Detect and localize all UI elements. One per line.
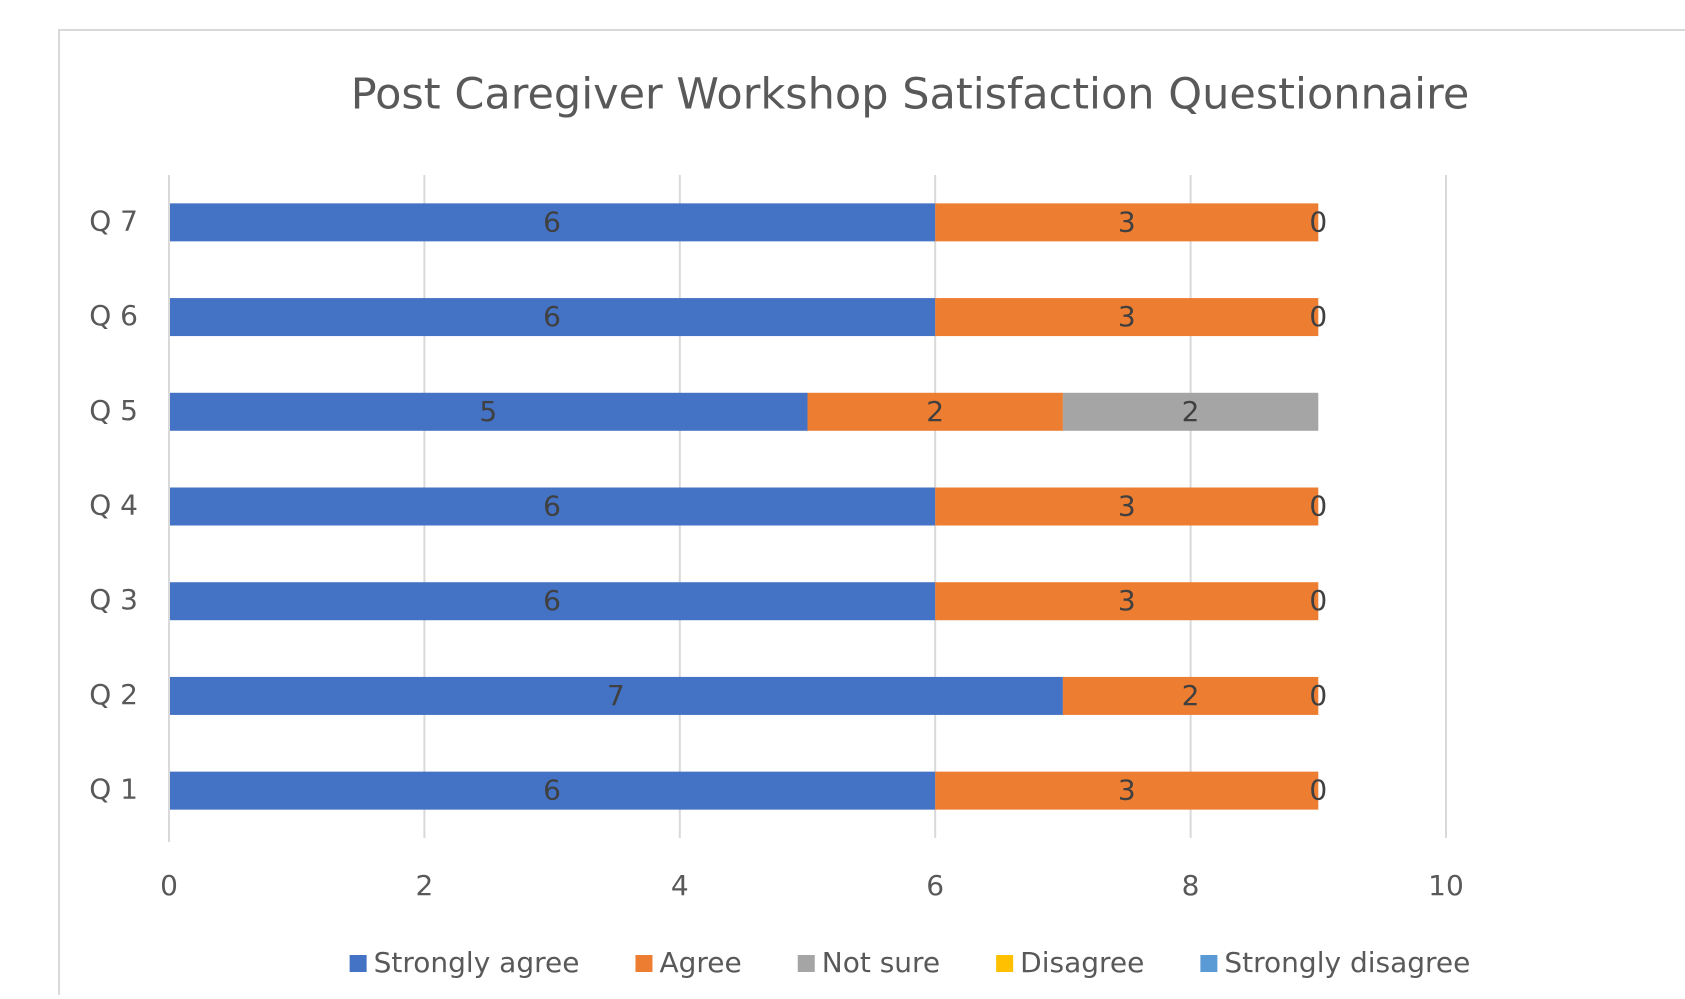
data-label: 0 — [1309, 490, 1327, 523]
y-tick-label: Q 2 — [89, 678, 138, 711]
bar-segment — [169, 298, 936, 337]
legend-swatch — [1200, 955, 1218, 972]
data-label: 3 — [1118, 490, 1136, 523]
data-label: 0 — [1309, 774, 1327, 807]
data-label: 0 — [1309, 300, 1327, 333]
bars — [169, 203, 1319, 810]
bar-segment — [169, 771, 936, 810]
data-label: 5 — [479, 395, 497, 428]
x-tick-label: 6 — [926, 869, 944, 902]
data-label: 6 — [543, 205, 561, 238]
y-tick-label: Q 5 — [89, 394, 138, 427]
legend-label: Agree — [659, 946, 741, 979]
x-tick-label: 2 — [415, 869, 433, 902]
legend-label: Strongly agree — [374, 946, 580, 979]
y-tick-label: Q 1 — [89, 773, 138, 806]
x-tick-label: 10 — [1428, 869, 1464, 902]
data-label: 2 — [1182, 679, 1200, 712]
bar-segment — [1062, 676, 1319, 715]
legend: Strongly agree Agree Not sure Disagree Stron… — [349, 946, 1470, 979]
data-label: 0 — [1309, 679, 1327, 712]
x-tick-label: 4 — [671, 869, 689, 902]
bar-segment — [169, 487, 936, 526]
data-label: 6 — [543, 490, 561, 523]
legend-label: Strongly disagree — [1224, 946, 1470, 979]
data-label: 6 — [543, 584, 561, 617]
x-tick-label: 0 — [160, 869, 178, 902]
legend-swatch — [349, 955, 367, 972]
data-label: 0 — [1309, 205, 1327, 238]
bar-segment — [935, 487, 1319, 526]
bar-segment — [807, 392, 1063, 431]
legend-swatch — [996, 955, 1014, 972]
data-label: 7 — [607, 679, 625, 712]
bar-segment — [935, 582, 1319, 621]
legend-label: Disagree — [1020, 946, 1144, 979]
data-label: 2 — [926, 395, 944, 428]
y-tick-label: Q 7 — [89, 204, 138, 237]
y-tick-label: Q 4 — [89, 489, 138, 522]
data-label: 6 — [543, 774, 561, 807]
bar-segment — [169, 203, 936, 242]
data-label: 2 — [1182, 395, 1200, 428]
chart-border — [58, 29, 1685, 999]
data-label: 3 — [1118, 300, 1136, 333]
legend-swatch — [797, 955, 815, 972]
x-tick-label: 8 — [1182, 869, 1200, 902]
bar-segment — [935, 771, 1319, 810]
data-label: 3 — [1118, 584, 1136, 617]
bar-segment — [1062, 392, 1319, 431]
y-tick-label: Q 6 — [89, 299, 138, 332]
data-label: 0 — [1309, 584, 1327, 617]
bar-segment — [169, 676, 1063, 715]
bar-segment — [935, 203, 1319, 242]
bar-segment — [169, 582, 936, 621]
bar-segment — [169, 392, 808, 431]
legend-label: Not sure — [822, 946, 940, 979]
data-label: 3 — [1118, 205, 1136, 238]
data-label: 3 — [1118, 774, 1136, 807]
chart-title: Post Caregiver Workshop Satisfaction Que… — [351, 70, 1470, 120]
legend-swatch — [635, 955, 653, 972]
data-label: 6 — [543, 300, 561, 333]
bar-segment — [935, 298, 1319, 337]
y-tick-label: Q 3 — [89, 583, 138, 616]
data-labels: 6 3 0 7 2 0 6 3 0 6 3 0 5 2 2 6 3 0 6 3 0 — [479, 205, 1327, 806]
